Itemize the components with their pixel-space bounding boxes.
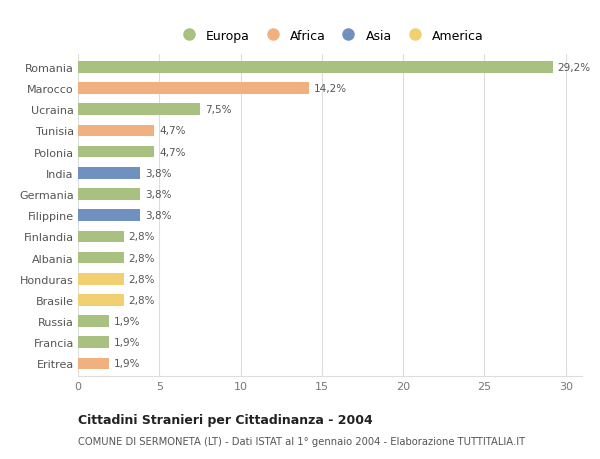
Text: 2,8%: 2,8% (128, 253, 155, 263)
Text: 1,9%: 1,9% (114, 337, 140, 347)
Text: 2,8%: 2,8% (128, 274, 155, 284)
Bar (78, 252, 124, 264)
Bar (78, 146, 154, 158)
Text: 1,9%: 1,9% (114, 358, 140, 369)
Bar (78, 168, 140, 179)
Bar (78, 295, 124, 306)
Bar (78, 273, 124, 285)
Bar (78, 358, 109, 369)
Text: 14,2%: 14,2% (314, 84, 347, 94)
Text: 4,7%: 4,7% (159, 147, 186, 157)
Text: 1,9%: 1,9% (114, 316, 140, 326)
Text: 7,5%: 7,5% (205, 105, 232, 115)
Text: 2,8%: 2,8% (128, 232, 155, 242)
Text: COMUNE DI SERMONETA (LT) - Dati ISTAT al 1° gennaio 2004 - Elaborazione TUTTITAL: COMUNE DI SERMONETA (LT) - Dati ISTAT al… (78, 436, 525, 446)
Bar (78, 125, 154, 137)
Bar (78, 62, 553, 73)
Bar (78, 83, 309, 95)
Bar (78, 231, 124, 243)
Legend: Europa, Africa, Asia, America: Europa, Africa, Asia, America (172, 26, 488, 46)
Text: 4,7%: 4,7% (159, 126, 186, 136)
Bar (78, 337, 109, 348)
Text: 3,8%: 3,8% (145, 190, 171, 200)
Text: 3,8%: 3,8% (145, 211, 171, 221)
Bar (78, 189, 140, 201)
Text: 29,2%: 29,2% (557, 63, 591, 73)
Text: 3,8%: 3,8% (145, 168, 171, 179)
Text: Cittadini Stranieri per Cittadinanza - 2004: Cittadini Stranieri per Cittadinanza - 2… (78, 413, 373, 426)
Bar (78, 316, 109, 327)
Text: 2,8%: 2,8% (128, 295, 155, 305)
Bar (78, 104, 200, 116)
Bar (78, 210, 140, 222)
